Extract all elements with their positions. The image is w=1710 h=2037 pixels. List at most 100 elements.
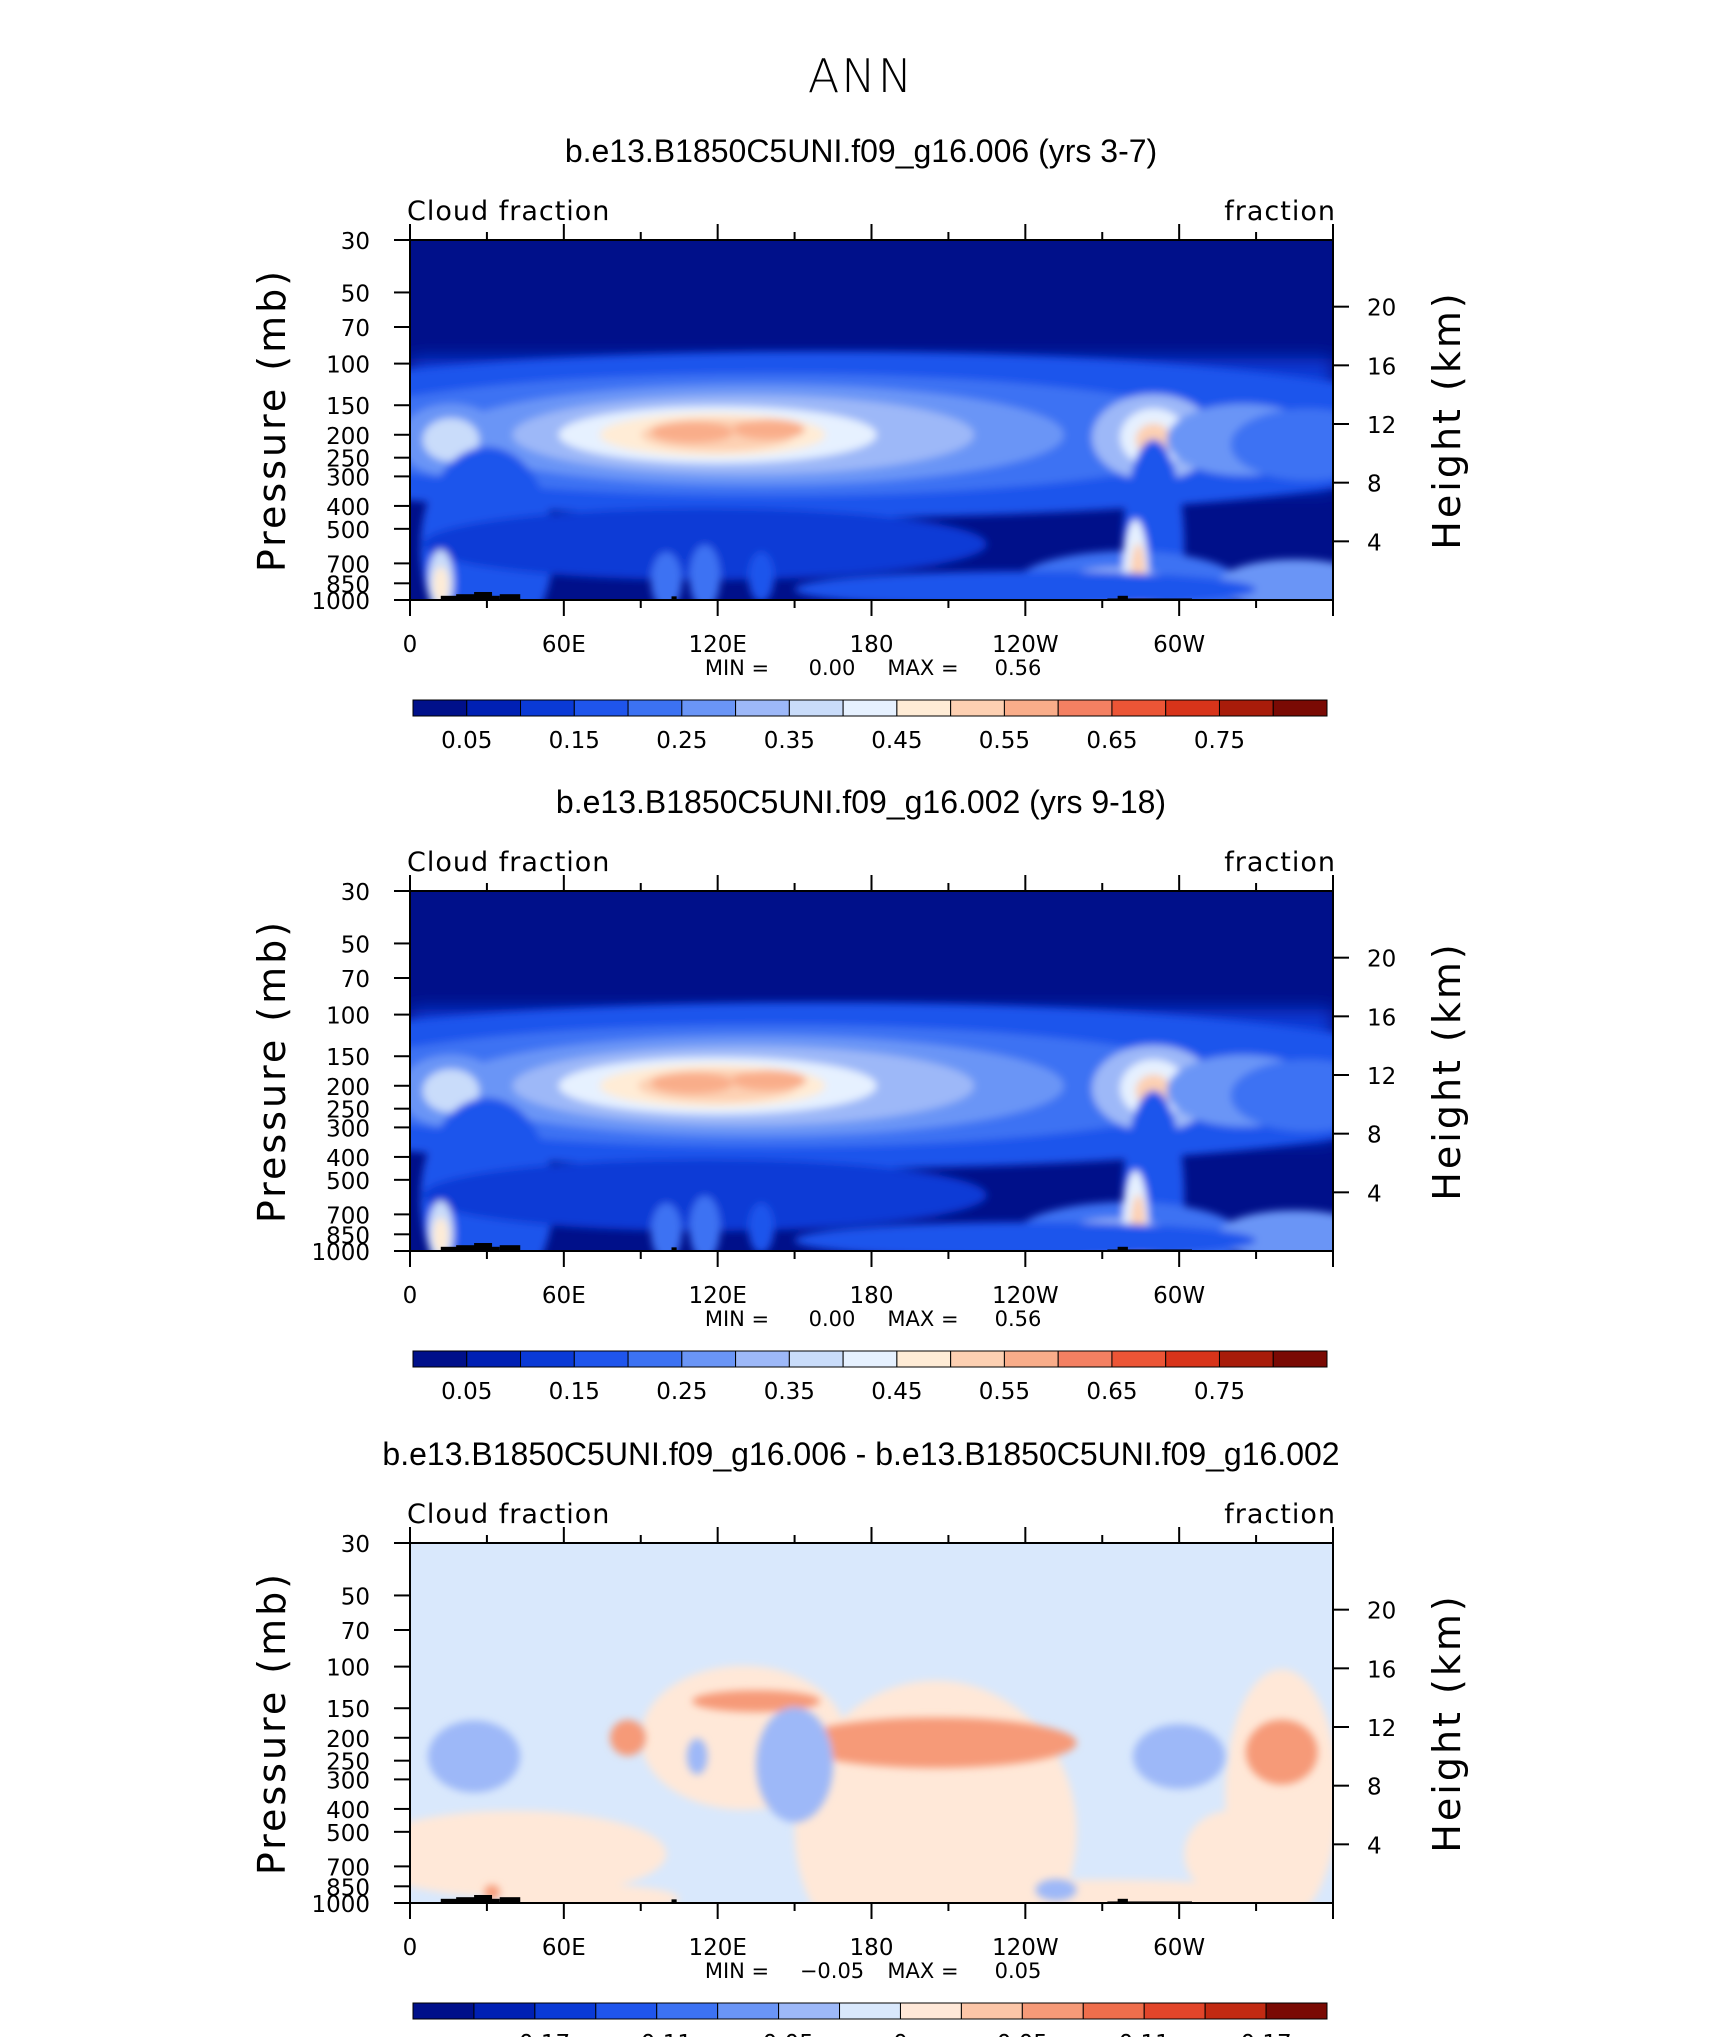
y-tick-label: 700 [326, 1203, 370, 1229]
positive-region-4 [1184, 1810, 1277, 1898]
contour-blobs [410, 351, 1333, 600]
colorbar-label: −0.05 [743, 2031, 813, 2037]
contour-blob-28 [651, 552, 682, 600]
x-axis: 0 60E 120E 180 120W 60W [403, 1527, 1334, 1961]
colorbar-swatch [466, 1350, 522, 1368]
colorbar-swatch [656, 2002, 719, 2020]
x-tick-label: 60W [1153, 1935, 1205, 1961]
panel-2: b.e13.B1850C5UNI.f09_g16.002 (yrs 9-18) C… [250, 784, 1469, 1405]
colorbar-swatch [1143, 2002, 1206, 2020]
colorbar-label: 0 [893, 2031, 908, 2037]
colorbar-swatch [842, 699, 898, 717]
colorbar-swatch [520, 1350, 575, 1368]
right-label: fraction [1224, 196, 1336, 227]
x-axis: 0 60E 120E 180 120W 60W [403, 224, 1334, 658]
x-tick-label: 180 [850, 1283, 894, 1309]
height-tick-label: 20 [1367, 296, 1396, 322]
colorbar-label: 0.55 [979, 1379, 1030, 1405]
y-tick-label: 500 [326, 1821, 370, 1847]
colorbar-label: 0.55 [979, 728, 1030, 754]
colorbar-label: 0.05 [441, 728, 492, 754]
x-tick-label: 0 [403, 1935, 418, 1961]
y-tick-label: 70 [341, 316, 370, 342]
contour-blob-26 [433, 566, 449, 600]
y-tick-label: 400 [326, 1146, 370, 1172]
colorbar-label: 0.25 [656, 728, 707, 754]
y-tick-label: 30 [341, 229, 370, 255]
topography-2 [474, 591, 493, 600]
y-axis-label: Pressure (mb) [250, 1571, 294, 1875]
colorbar-label: 0.75 [1194, 1379, 1245, 1405]
colorbar-label: 0.11 [1119, 2031, 1170, 2037]
topography-5 [1117, 1246, 1128, 1251]
contour-blob-7 [686, 1738, 708, 1775]
max-value: 0.05 [995, 1959, 1042, 1983]
contour-blob-3 [692, 1690, 821, 1712]
x-tick-label: 60E [542, 1935, 586, 1961]
colorbar-swatch [681, 699, 737, 717]
contour-blob-8 [733, 419, 805, 440]
y-tick-label: 1000 [311, 1892, 370, 1918]
colorbar-swatch [839, 2002, 901, 2020]
y-tick-label: 400 [326, 495, 370, 521]
y-tick-label: 850 [326, 1223, 370, 1249]
panel-3: b.e13.B1850C5UNI.f09_g16.006 - b.e13.B18… [250, 1436, 1469, 2037]
height-tick-label: 16 [1367, 1657, 1396, 1683]
y-tick-label: 250 [326, 447, 370, 473]
panel-title: b.e13.B1850C5UNI.f09_g16.006 (yrs 3-7) [565, 133, 1157, 169]
topography-1 [456, 1897, 487, 1903]
y-tick-label: 150 [326, 394, 370, 420]
y-tick-label: 50 [341, 1584, 370, 1610]
y-tick-label: 200 [326, 424, 370, 450]
x-tick-label: 120E [688, 632, 746, 658]
contour-blobs [410, 1002, 1333, 1251]
y-tick-label: 300 [326, 1768, 370, 1794]
y-tick-label: 500 [326, 518, 370, 544]
colorbar-swatch [1272, 699, 1328, 717]
colorbar-swatch [778, 2002, 841, 2020]
height-axis-label: Height (km) [1425, 1593, 1469, 1852]
max-label: MAX = [887, 656, 958, 680]
min-label: MIN = [705, 656, 769, 680]
y-tick-label: 300 [326, 1116, 370, 1142]
colorbar-swatch [896, 1350, 952, 1368]
panel-1: b.e13.B1850C5UNI.f09_g16.006 (yrs 3-7) Cl… [250, 133, 1469, 754]
colorbar-label: 0.35 [764, 1379, 815, 1405]
contour-blob-15 [1230, 1059, 1333, 1132]
contour-blob-4 [427, 1720, 521, 1793]
colorbar-swatch [466, 699, 522, 717]
colorbar-swatch [1003, 699, 1059, 717]
colorbar-label: −0.11 [621, 2031, 691, 2037]
contour-blob-2 [609, 1719, 646, 1756]
x-tick-label: 120W [992, 1935, 1059, 1961]
contour-blob-29 [748, 551, 775, 600]
height-tick-label: 4 [1367, 1833, 1382, 1859]
y-tick-label: 850 [326, 572, 370, 598]
contour-blob-24 [794, 1222, 1257, 1251]
colorbar-swatch [412, 2002, 475, 2020]
colorbar-swatch [520, 699, 575, 717]
colorbar-swatch [899, 2002, 962, 2020]
panel-title: b.e13.B1850C5UNI.f09_g16.006 - b.e13.B18… [382, 1436, 1339, 1472]
panels: b.e13.B1850C5UNI.f09_g16.006 (yrs 3-7) Cl… [250, 133, 1469, 2037]
height-tick-label: 4 [1367, 530, 1382, 556]
colorbar-swatch [1204, 2002, 1267, 2020]
min-value: 0.00 [809, 656, 856, 680]
topography-5 [1117, 595, 1128, 600]
topography-3 [499, 1897, 521, 1903]
height-tick-label: 12 [1367, 1064, 1396, 1090]
contour-blob-28 [651, 1203, 682, 1251]
colorbar-swatch [950, 699, 1005, 717]
colorbar-swatch [1003, 1350, 1059, 1368]
x-axis: 0 60E 120E 180 120W 60W [403, 875, 1334, 1309]
colorbar-swatch [1021, 2002, 1084, 2020]
topography-6 [671, 1899, 677, 1903]
y-tick-label: 700 [326, 552, 370, 578]
contour-blob-10 [422, 418, 480, 462]
colorbar-label: 0.05 [441, 1379, 492, 1405]
y-tick-label: 1000 [311, 589, 370, 615]
contour-blob-27 [689, 544, 721, 600]
min-value: 0.00 [809, 1307, 856, 1331]
